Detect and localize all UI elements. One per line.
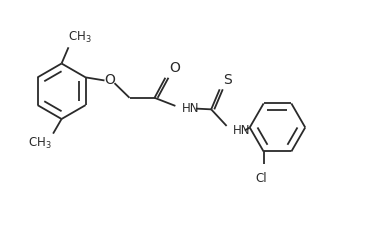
Text: CH$_3$: CH$_3$: [28, 136, 52, 151]
Text: HN: HN: [232, 124, 250, 137]
Text: HN: HN: [182, 102, 200, 115]
Text: O: O: [104, 73, 115, 88]
Text: CH$_3$: CH$_3$: [68, 30, 92, 45]
Text: O: O: [169, 61, 180, 75]
Text: Cl: Cl: [256, 172, 268, 185]
Text: S: S: [224, 73, 232, 87]
